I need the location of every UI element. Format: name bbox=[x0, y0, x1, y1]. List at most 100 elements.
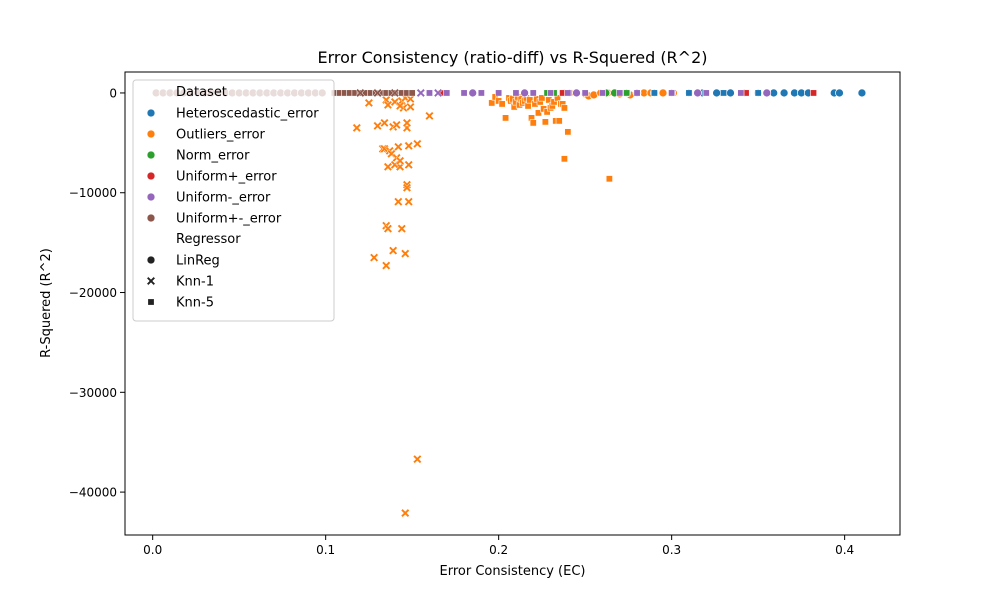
data-point bbox=[720, 89, 728, 97]
data-point bbox=[404, 141, 414, 151]
data-point bbox=[693, 88, 702, 98]
legend-marker bbox=[146, 255, 156, 265]
data-point bbox=[762, 88, 772, 98]
data-point bbox=[538, 94, 546, 102]
x-axis-label: Error Consistency (EC) bbox=[440, 564, 586, 579]
data-point bbox=[369, 253, 379, 263]
data-point bbox=[405, 102, 415, 112]
data-point bbox=[712, 88, 721, 98]
data-point bbox=[395, 101, 405, 111]
data-point bbox=[352, 123, 362, 133]
data-point bbox=[393, 142, 403, 152]
data-point bbox=[754, 89, 762, 97]
legend-label: Uniform+-_error bbox=[176, 212, 282, 227]
x-tick-label: 0.2 bbox=[489, 543, 508, 557]
y-tick-label: −30000 bbox=[69, 386, 117, 400]
data-point bbox=[668, 89, 676, 97]
data-point bbox=[633, 89, 641, 97]
data-point bbox=[424, 111, 435, 121]
data-point bbox=[560, 104, 568, 112]
data-point bbox=[529, 119, 537, 127]
y-axis: 0 −10000 −20000 −30000 −40000 bbox=[69, 86, 125, 500]
legend-label: Heteroscedastic_error bbox=[176, 107, 319, 122]
data-point bbox=[605, 175, 613, 183]
data-point bbox=[364, 98, 374, 108]
legend-marker bbox=[146, 171, 156, 181]
data-point bbox=[425, 89, 433, 97]
data-point bbox=[404, 197, 414, 207]
data-point bbox=[408, 89, 416, 97]
data-point bbox=[433, 88, 443, 98]
data-point bbox=[402, 118, 412, 128]
axes-frame bbox=[124, 71, 901, 536]
data-point bbox=[412, 139, 422, 149]
data-point bbox=[383, 100, 393, 110]
data-point bbox=[412, 454, 422, 464]
legend-box bbox=[132, 79, 335, 322]
data-point bbox=[779, 88, 789, 98]
data-point bbox=[534, 109, 542, 117]
data-point bbox=[529, 89, 537, 97]
data-point bbox=[416, 88, 426, 98]
legend-style-title: Regressor bbox=[176, 232, 241, 247]
data-point bbox=[560, 155, 568, 163]
data-point bbox=[495, 89, 503, 97]
chart-title: Error Consistency (ratio-diff) vs R-Sque… bbox=[318, 48, 708, 67]
data-point bbox=[564, 128, 572, 136]
data-point bbox=[520, 88, 529, 98]
data-point bbox=[541, 118, 549, 126]
data-point bbox=[524, 102, 532, 110]
legend-marker bbox=[146, 129, 156, 139]
legend-hue-title: Dataset bbox=[176, 85, 227, 100]
data-point bbox=[581, 89, 589, 97]
data-point bbox=[702, 89, 710, 97]
y-tick-label: −10000 bbox=[69, 186, 117, 200]
data-point bbox=[857, 88, 867, 98]
data-point bbox=[373, 88, 383, 98]
data-point bbox=[526, 96, 534, 104]
data-point bbox=[810, 89, 818, 97]
data-point bbox=[404, 160, 414, 170]
legend-label: Knn-1 bbox=[176, 275, 214, 290]
y-tick-label: 0 bbox=[109, 86, 117, 100]
legend-marker bbox=[146, 276, 156, 286]
data-point bbox=[498, 100, 506, 108]
data-point bbox=[616, 89, 624, 97]
data-point bbox=[393, 197, 403, 207]
x-tick-label: 0.3 bbox=[662, 543, 681, 557]
data-point bbox=[547, 89, 555, 97]
data-point bbox=[400, 508, 410, 518]
data-point bbox=[555, 117, 563, 125]
data-point bbox=[443, 89, 451, 97]
data-point bbox=[598, 89, 606, 97]
data-point bbox=[379, 118, 390, 128]
data-point bbox=[392, 120, 402, 130]
legend-marker bbox=[146, 213, 156, 223]
data-point bbox=[390, 88, 400, 98]
legend-label: Uniform-_error bbox=[176, 191, 271, 206]
data-point bbox=[726, 88, 735, 98]
data-point bbox=[623, 89, 631, 97]
data-point bbox=[383, 162, 393, 172]
data-point bbox=[737, 89, 745, 97]
x-tick-label: 0.1 bbox=[316, 543, 335, 557]
legend-marker bbox=[146, 192, 156, 202]
data-point bbox=[397, 224, 407, 234]
data-point bbox=[564, 89, 572, 97]
data-point bbox=[650, 89, 658, 97]
data-point bbox=[383, 224, 393, 234]
data-point bbox=[477, 89, 485, 97]
data-point bbox=[388, 246, 398, 256]
y-axis-label: R-Squered (R^2) bbox=[39, 248, 54, 358]
data-point bbox=[658, 88, 668, 98]
data-point bbox=[572, 88, 581, 98]
data-point bbox=[502, 114, 510, 122]
data-point bbox=[468, 88, 478, 98]
y-tick-label: −40000 bbox=[69, 486, 117, 500]
legend-marker bbox=[147, 298, 155, 306]
data-point bbox=[460, 89, 468, 97]
data-point bbox=[512, 89, 520, 97]
data-point bbox=[488, 99, 496, 107]
